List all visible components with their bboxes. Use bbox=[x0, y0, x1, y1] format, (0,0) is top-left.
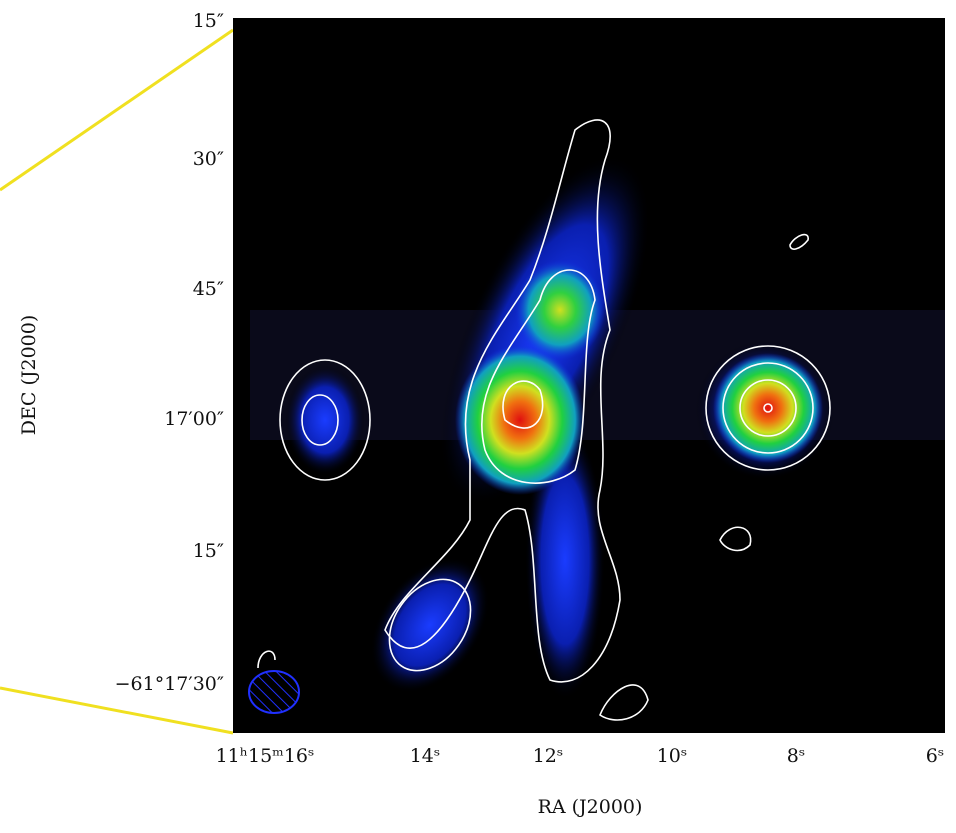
y-axis-label: DEC (J2000) bbox=[18, 315, 40, 435]
x-axis-label: RA (J2000) bbox=[538, 796, 643, 818]
y-tick-label: 15″ bbox=[193, 540, 224, 562]
map-image bbox=[233, 18, 945, 733]
y-tick-label: 17′00″ bbox=[164, 408, 224, 430]
y-tick-label: 45″ bbox=[193, 278, 224, 300]
y-tick-label: −61°17′30″ bbox=[115, 673, 224, 695]
x-tick-label: 6ˢ bbox=[926, 745, 945, 767]
x-tick-label: 10ˢ bbox=[657, 745, 688, 767]
figure: RA (J2000) DEC (J2000) 11ʰ15ᵐ16ˢ 14ˢ 12ˢ 10… bbox=[0, 0, 956, 829]
y-tick-label: 30″ bbox=[193, 148, 224, 170]
x-tick-label: 8ˢ bbox=[787, 745, 806, 767]
y-tick-label: 15″ bbox=[193, 10, 224, 32]
x-tick-label: 14ˢ bbox=[410, 745, 441, 767]
x-tick-label: 11ʰ15ᵐ16ˢ bbox=[216, 745, 315, 767]
x-tick-label: 12ˢ bbox=[533, 745, 564, 767]
